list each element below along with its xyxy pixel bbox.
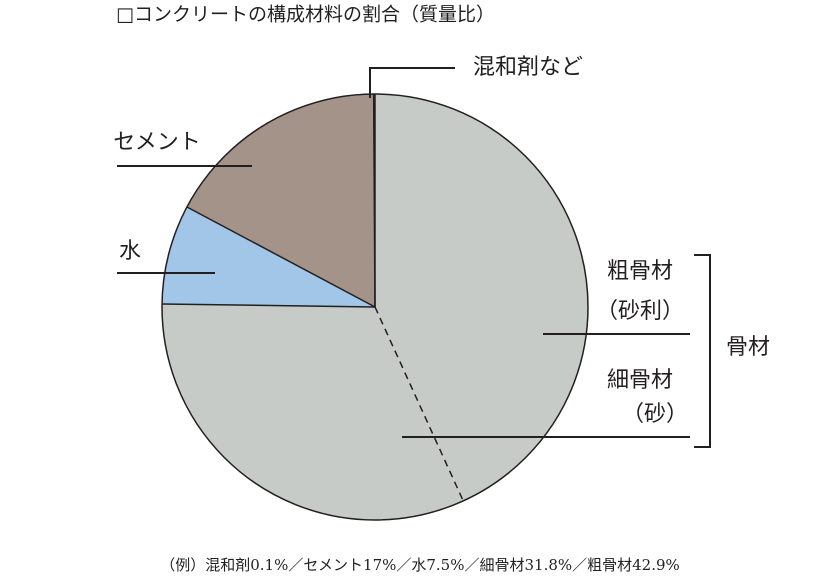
slice-label: 細骨材 [607, 368, 673, 393]
pie-slice [186, 94, 375, 307]
slice-label: 水 [119, 239, 141, 264]
pie-slice [162, 206, 375, 307]
leader-line [369, 67, 455, 98]
note: （例）混和剤0.1%／セメント17%／水7.5%／細骨材31.8%／粗骨材42.… [160, 556, 680, 574]
slice-label: （砂利） [596, 299, 684, 324]
chart-title: □コンクリートの構成材料の割合（質量比） [116, 4, 495, 26]
pie-slice [162, 303, 464, 520]
slice-label: （砂） [622, 402, 688, 427]
group-bracket [694, 254, 711, 448]
group-label: 骨材 [726, 335, 770, 360]
slice-label: 粗骨材 [607, 259, 673, 284]
pie-slice [375, 94, 588, 501]
slice-border [186, 206, 376, 308]
slice-label: 混和剤など [473, 55, 583, 80]
slice-label: セメント [113, 130, 201, 155]
slice-border [162, 303, 376, 308]
